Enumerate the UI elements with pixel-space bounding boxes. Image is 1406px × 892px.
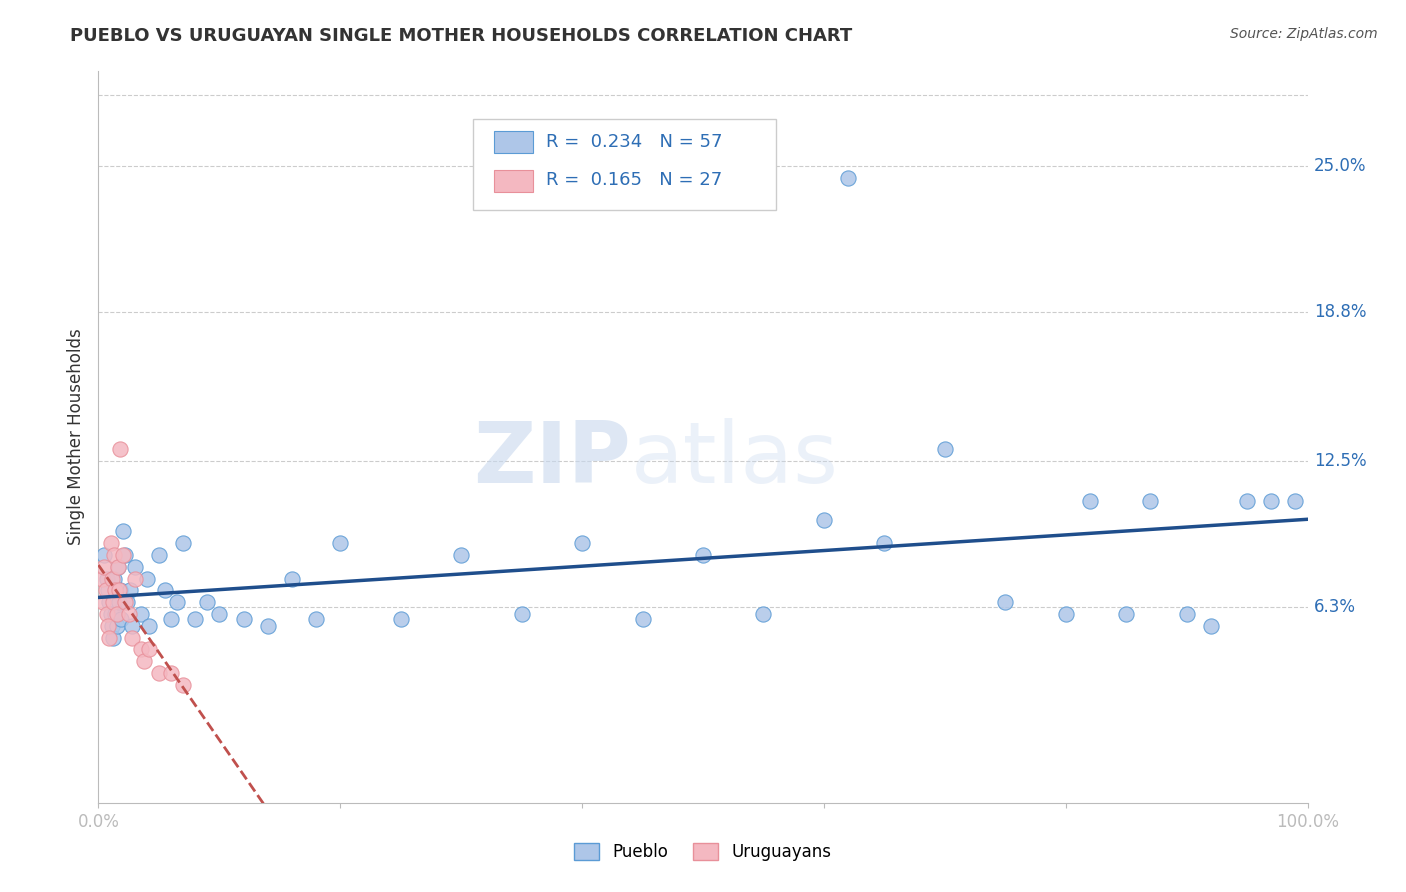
Point [571, 536, 593, 550]
Point [692, 548, 714, 562]
Point [91, 572, 114, 586]
Point [108, 583, 131, 598]
Point [208, 607, 231, 621]
Point [97, 583, 120, 598]
Point [97, 619, 120, 633]
Point [450, 548, 472, 562]
Point [994, 595, 1017, 609]
Point [1115, 607, 1137, 621]
Point [104, 583, 127, 598]
Legend: Pueblo, Uruguayans: Pueblo, Uruguayans [568, 836, 838, 868]
Point [1236, 493, 1258, 508]
FancyBboxPatch shape [474, 119, 776, 211]
Point [873, 536, 896, 550]
Point [114, 548, 136, 562]
Point [305, 612, 328, 626]
Text: R =  0.165   N = 27: R = 0.165 N = 27 [546, 171, 723, 189]
Point [752, 607, 775, 621]
Text: R =  0.234   N = 57: R = 0.234 N = 57 [546, 133, 723, 151]
Y-axis label: Single Mother Households: Single Mother Households [66, 329, 84, 545]
Text: 25.0%: 25.0% [1313, 157, 1367, 175]
Point [124, 572, 146, 586]
Point [1199, 619, 1222, 633]
Point [160, 612, 183, 626]
Text: ZIP: ZIP [472, 417, 630, 500]
Point [100, 572, 122, 586]
Point [1175, 607, 1198, 621]
Point [107, 559, 129, 574]
Point [105, 607, 128, 621]
Point [389, 612, 412, 626]
Point [111, 524, 134, 539]
Point [111, 548, 134, 562]
Point [118, 607, 141, 621]
Point [100, 619, 122, 633]
Point [329, 536, 352, 550]
Point [1054, 607, 1077, 621]
Point [172, 678, 194, 692]
Point [101, 631, 124, 645]
Point [160, 666, 183, 681]
Point [166, 595, 188, 609]
Text: 6.3%: 6.3% [1313, 598, 1355, 616]
Point [100, 536, 122, 550]
Point [93, 548, 115, 562]
Point [124, 559, 146, 574]
Point [98, 595, 121, 609]
Text: 18.8%: 18.8% [1313, 303, 1367, 321]
Text: 12.5%: 12.5% [1313, 451, 1367, 470]
Point [121, 631, 143, 645]
Point [108, 583, 131, 598]
Point [129, 607, 152, 621]
Point [129, 642, 152, 657]
Point [153, 583, 176, 598]
Text: atlas: atlas [630, 417, 838, 500]
Point [96, 607, 118, 621]
Point [107, 559, 129, 574]
Point [114, 595, 136, 609]
Text: PUEBLO VS URUGUAYAN SINGLE MOTHER HOUSEHOLDS CORRELATION CHART: PUEBLO VS URUGUAYAN SINGLE MOTHER HOUSEH… [70, 27, 852, 45]
Point [195, 595, 218, 609]
Point [98, 631, 121, 645]
Point [172, 536, 194, 550]
Point [94, 583, 117, 598]
Point [101, 595, 124, 609]
Point [1260, 493, 1282, 508]
Point [105, 619, 128, 633]
Point [1139, 493, 1161, 508]
Point [103, 548, 125, 562]
Point [96, 572, 118, 586]
Point [1078, 493, 1101, 508]
Point [813, 513, 835, 527]
Point [138, 619, 160, 633]
Point [110, 612, 132, 626]
Point [934, 442, 956, 456]
Point [108, 442, 131, 456]
Point [135, 572, 157, 586]
Point [118, 583, 141, 598]
Point [256, 619, 278, 633]
Point [148, 666, 170, 681]
Point [108, 595, 131, 609]
Point [138, 642, 160, 657]
Point [104, 607, 127, 621]
Bar [494, 131, 533, 153]
Point [121, 619, 143, 633]
Point [510, 607, 533, 621]
Point [1284, 493, 1306, 508]
Bar [494, 170, 533, 192]
Point [134, 654, 156, 668]
Point [103, 572, 125, 586]
Point [837, 170, 859, 185]
Point [184, 612, 207, 626]
Point [281, 572, 304, 586]
Point [91, 595, 114, 609]
Point [232, 612, 254, 626]
Point [100, 607, 122, 621]
Point [631, 612, 654, 626]
Text: Source: ZipAtlas.com: Source: ZipAtlas.com [1230, 27, 1378, 41]
Point [93, 559, 115, 574]
Point [148, 548, 170, 562]
Point [117, 595, 139, 609]
